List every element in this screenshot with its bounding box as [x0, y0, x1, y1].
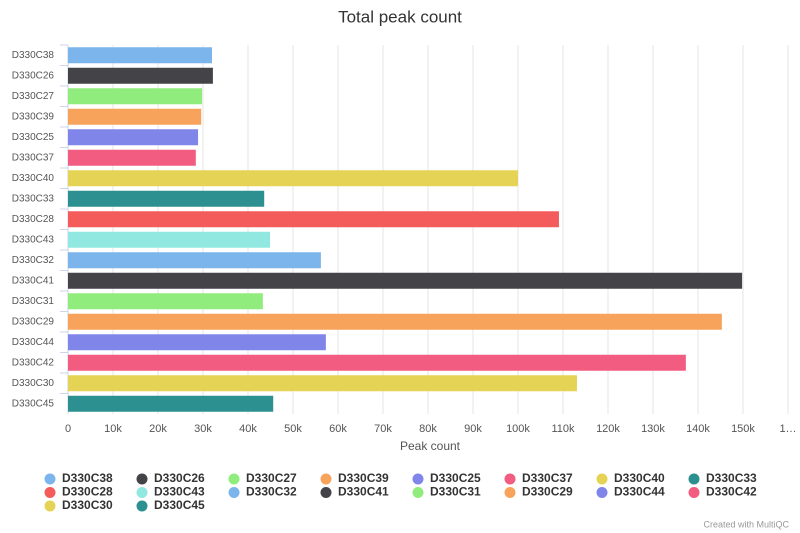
y-tick-label: D330C29: [12, 316, 55, 327]
x-tick-label: 90k: [464, 423, 482, 435]
legend-label: D330C33: [706, 471, 757, 485]
bar: [68, 293, 263, 310]
legend-marker: [320, 473, 332, 485]
legend-marker: [136, 500, 148, 512]
bar: [68, 231, 271, 248]
legend-marker: [688, 473, 700, 485]
credit: Created with MultiQC: [703, 519, 789, 529]
x-tick-label: 130k: [641, 423, 665, 435]
bar: [68, 272, 743, 289]
legend-label: D330C45: [154, 498, 205, 512]
y-tick-label: D330C41: [12, 275, 55, 286]
legend-label: D330C40: [614, 471, 665, 485]
bar: [68, 252, 321, 269]
legend-label: D330C39: [338, 471, 389, 485]
legend-label: D330C32: [246, 485, 297, 499]
legend-marker: [320, 487, 332, 498]
x-tick-label: 30k: [194, 423, 212, 435]
y-tick-label: D330C30: [12, 378, 55, 389]
x-tick-label: 1…: [779, 423, 796, 435]
bar: [68, 149, 196, 166]
chart-title: Total peak count: [338, 7, 462, 26]
y-tick-label: D330C44: [12, 337, 55, 348]
y-tick-label: D330C32: [12, 255, 55, 266]
legend-label: D330C38: [62, 471, 113, 485]
y-tick-label: D330C37: [12, 152, 55, 163]
y-tick-label: D330C43: [12, 234, 55, 245]
bar: [68, 129, 199, 146]
y-tick-label: D330C38: [12, 50, 55, 61]
bar: [68, 334, 326, 351]
legend-marker: [228, 487, 240, 498]
bar: [68, 108, 202, 125]
x-tick-label: 0: [65, 423, 71, 435]
legend-marker: [504, 487, 516, 498]
x-tick-label: 140k: [686, 423, 710, 435]
legend-marker: [412, 487, 424, 498]
bar: [68, 190, 265, 207]
x-tick-label: 80k: [419, 423, 437, 435]
bar: [68, 47, 212, 64]
bar: [68, 211, 559, 228]
legend-label: D330C44: [614, 485, 665, 499]
x-axis-label: Peak count: [400, 439, 461, 453]
x-tick-label: 100k: [506, 423, 530, 435]
y-tick-label: D330C26: [12, 70, 55, 81]
y-tick-label: D330C40: [12, 173, 55, 184]
legend-marker: [504, 473, 516, 485]
x-tick-label: 50k: [284, 423, 302, 435]
legend-label: D330C29: [522, 485, 573, 499]
bar: [68, 313, 722, 330]
legend-marker: [688, 487, 700, 498]
x-tick-label: 110k: [551, 423, 575, 435]
x-tick-label: 120k: [596, 423, 620, 435]
legend-label: D330C25: [430, 471, 481, 485]
legend-label: D330C27: [246, 471, 297, 485]
legend-label: D330C43: [154, 485, 205, 499]
legend-marker: [136, 473, 148, 485]
y-tick-label: D330C42: [12, 357, 55, 368]
legend-label: D330C37: [522, 471, 573, 485]
y-tick-label: D330C39: [12, 111, 55, 122]
legend-marker: [412, 473, 424, 485]
legend-label: D330C31: [430, 485, 481, 499]
x-tick-label: 70k: [374, 423, 392, 435]
bar: [68, 67, 213, 84]
y-tick-label: D330C25: [12, 132, 55, 143]
legend-label: D330C30: [62, 498, 113, 512]
y-tick-label: D330C31: [12, 296, 55, 307]
legend-marker: [136, 487, 148, 498]
y-tick-label: D330C33: [12, 193, 55, 204]
y-tick-label: D330C27: [12, 91, 55, 102]
legend-marker: [596, 473, 608, 485]
bar: [68, 395, 274, 412]
x-tick-label: 150k: [731, 423, 755, 435]
x-tick-label: 20k: [149, 423, 167, 435]
x-tick-label: 60k: [329, 423, 347, 435]
legend-marker: [44, 500, 56, 512]
legend-marker: [44, 473, 56, 485]
x-tick-label: 10k: [104, 423, 122, 435]
legend-label: D330C41: [338, 485, 389, 499]
legend-label: D330C26: [154, 471, 205, 485]
y-tick-label: D330C45: [12, 398, 55, 409]
bar: [68, 170, 518, 187]
bar: [68, 88, 203, 105]
legend-marker: [44, 487, 56, 498]
legend-marker: [228, 473, 240, 485]
y-tick-label: D330C28: [12, 214, 55, 225]
x-tick-label: 40k: [239, 423, 257, 435]
bar: [68, 354, 686, 371]
legend-marker: [596, 487, 608, 498]
legend-label: D330C42: [706, 485, 757, 499]
bar: [68, 375, 577, 392]
legend-label: D330C28: [62, 485, 113, 499]
